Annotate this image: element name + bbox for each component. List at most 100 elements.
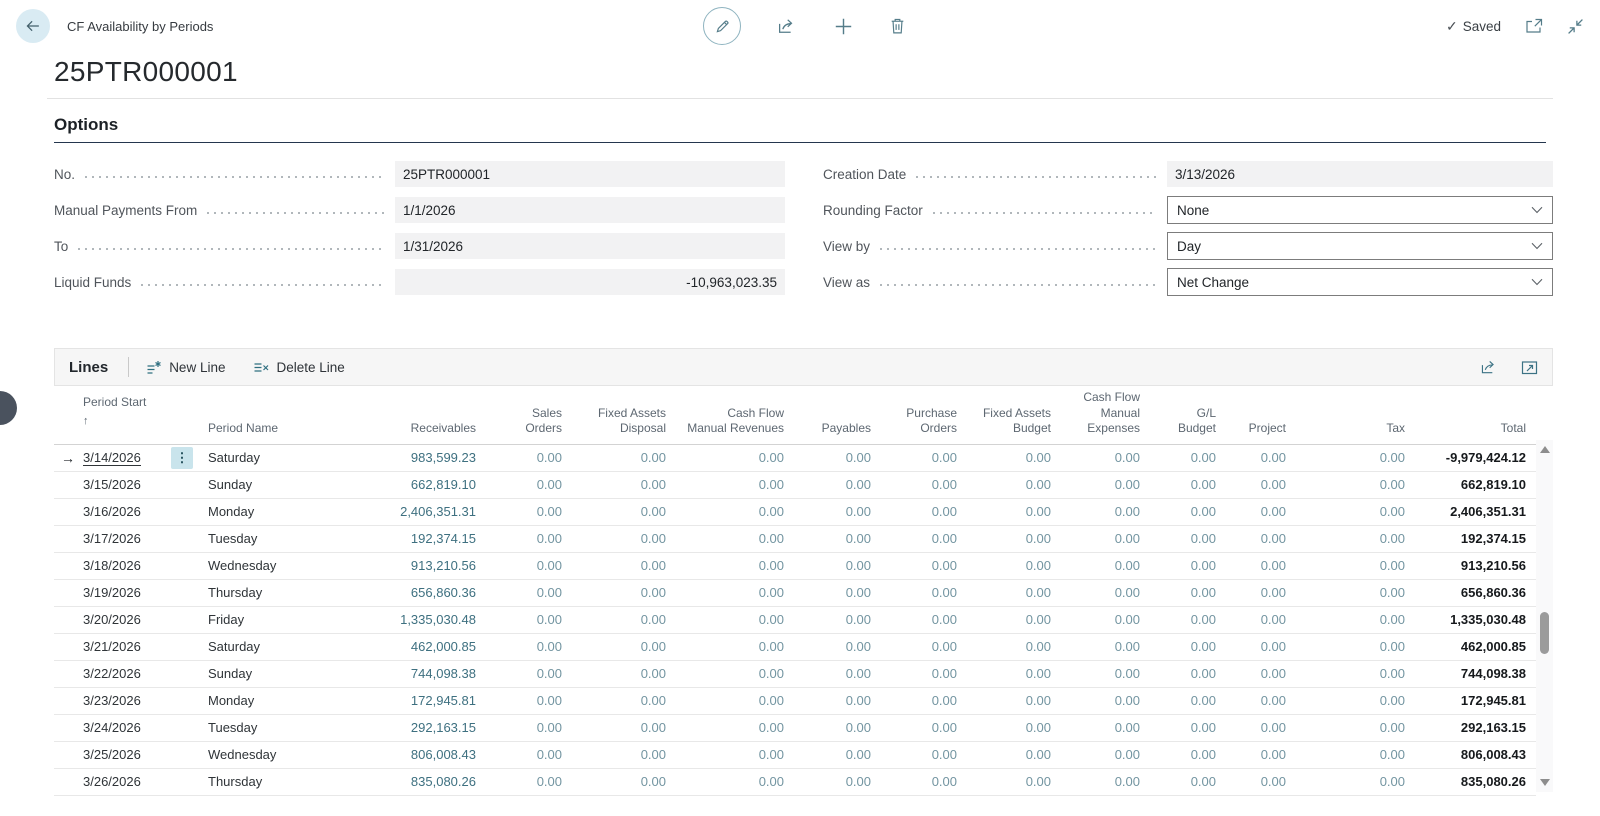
cell-project[interactable]: 0.00 xyxy=(1226,714,1296,741)
cell-g-l-budget[interactable]: 0.00 xyxy=(1150,525,1226,552)
cell-fixed-assets-budget[interactable]: 0.00 xyxy=(967,687,1061,714)
cell-receivables[interactable]: 835,080.26 xyxy=(385,768,486,795)
cell-fixed-assets-disposal[interactable]: 0.00 xyxy=(572,444,676,471)
cell-sales-orders[interactable]: 0.00 xyxy=(486,633,572,660)
scroll-up-icon[interactable] xyxy=(1540,446,1550,453)
delete-line-button[interactable]: Delete Line xyxy=(253,360,344,375)
col-header-tax[interactable]: Tax xyxy=(1296,386,1415,444)
cell-payables[interactable]: 0.00 xyxy=(794,525,881,552)
cell-period-name[interactable]: Monday xyxy=(198,687,385,714)
cell-payables[interactable]: 0.00 xyxy=(794,714,881,741)
table-row[interactable]: 3/18/2026Wednesday913,210.560.000.000.00… xyxy=(54,552,1536,579)
cell-period-start[interactable]: 3/20/2026 xyxy=(82,606,166,633)
col-header-cash-flow-manual-revenues[interactable]: Cash Flow Manual Revenues xyxy=(676,386,794,444)
cell-sales-orders[interactable]: 0.00 xyxy=(486,768,572,795)
cell-period-name[interactable]: Thursday xyxy=(198,579,385,606)
cell-fixed-assets-disposal[interactable]: 0.00 xyxy=(572,768,676,795)
cell-fixed-assets-budget[interactable]: 0.00 xyxy=(967,498,1061,525)
cell-fixed-assets-budget[interactable]: 0.00 xyxy=(967,444,1061,471)
open-in-new-window-button[interactable] xyxy=(1525,18,1543,34)
cell-cash-flow-manual-expenses[interactable]: 0.00 xyxy=(1061,633,1150,660)
table-row[interactable]: 3/25/2026Wednesday806,008.430.000.000.00… xyxy=(54,741,1536,768)
cell-cash-flow-manual-expenses[interactable]: 0.00 xyxy=(1061,471,1150,498)
col-header-fixed-assets-budget[interactable]: Fixed Assets Budget xyxy=(967,386,1061,444)
cell-period-start[interactable]: 3/14/2026 xyxy=(82,444,166,471)
cell-period-start[interactable]: 3/22/2026 xyxy=(82,660,166,687)
cell-tax[interactable]: 0.00 xyxy=(1296,714,1415,741)
cell-fixed-assets-disposal[interactable]: 0.00 xyxy=(572,471,676,498)
cell-cash-flow-manual-revenues[interactable]: 0.00 xyxy=(676,714,794,741)
col-header-project[interactable]: Project xyxy=(1226,386,1296,444)
cell-receivables[interactable]: 172,945.81 xyxy=(385,687,486,714)
cell-cash-flow-manual-expenses[interactable]: 0.00 xyxy=(1061,444,1150,471)
cell-sales-orders[interactable]: 0.00 xyxy=(486,741,572,768)
cell-sales-orders[interactable]: 0.00 xyxy=(486,444,572,471)
cell-receivables[interactable]: 192,374.15 xyxy=(385,525,486,552)
cell-cash-flow-manual-revenues[interactable]: 0.00 xyxy=(676,768,794,795)
cell-period-start[interactable]: 3/23/2026 xyxy=(82,687,166,714)
cell-cash-flow-manual-expenses[interactable]: 0.00 xyxy=(1061,498,1150,525)
cell-purchase-orders[interactable]: 0.00 xyxy=(881,633,967,660)
cell-fixed-assets-disposal[interactable]: 0.00 xyxy=(572,660,676,687)
cell-period-name[interactable]: Friday xyxy=(198,606,385,633)
cell-g-l-budget[interactable]: 0.00 xyxy=(1150,660,1226,687)
col-header-sales-orders[interactable]: Sales Orders xyxy=(486,386,572,444)
cell-g-l-budget[interactable]: 0.00 xyxy=(1150,579,1226,606)
cell-tax[interactable]: 0.00 xyxy=(1296,498,1415,525)
col-selector[interactable] xyxy=(54,386,82,444)
table-row[interactable]: 3/17/2026Tuesday192,374.150.000.000.000.… xyxy=(54,525,1536,552)
cell-tax[interactable]: 0.00 xyxy=(1296,660,1415,687)
cell-tax[interactable]: 0.00 xyxy=(1296,687,1415,714)
cell-period-name[interactable]: Thursday xyxy=(198,768,385,795)
cell-receivables[interactable]: 656,860.36 xyxy=(385,579,486,606)
cell-cash-flow-manual-expenses[interactable]: 0.00 xyxy=(1061,525,1150,552)
cell-g-l-budget[interactable]: 0.00 xyxy=(1150,498,1226,525)
cell-fixed-assets-budget[interactable]: 0.00 xyxy=(967,633,1061,660)
cell-period-name[interactable]: Saturday xyxy=(198,633,385,660)
cell-cash-flow-manual-revenues[interactable]: 0.00 xyxy=(676,444,794,471)
back-button[interactable] xyxy=(16,9,50,43)
cell-project[interactable]: 0.00 xyxy=(1226,579,1296,606)
cell-project[interactable]: 0.00 xyxy=(1226,552,1296,579)
cell-period-start[interactable]: 3/19/2026 xyxy=(82,579,166,606)
col-header-total[interactable]: Total xyxy=(1415,386,1536,444)
cell-g-l-budget[interactable]: 0.00 xyxy=(1150,768,1226,795)
cell-fixed-assets-budget[interactable]: 0.00 xyxy=(967,552,1061,579)
cell-purchase-orders[interactable]: 0.00 xyxy=(881,687,967,714)
cell-g-l-budget[interactable]: 0.00 xyxy=(1150,741,1226,768)
cell-cash-flow-manual-revenues[interactable]: 0.00 xyxy=(676,498,794,525)
field-input[interactable]: 1/31/2026 xyxy=(395,233,785,259)
new-button[interactable] xyxy=(834,17,853,36)
cell-project[interactable]: 0.00 xyxy=(1226,768,1296,795)
cell-purchase-orders[interactable]: 0.00 xyxy=(881,660,967,687)
table-row[interactable]: 3/22/2026Sunday744,098.380.000.000.000.0… xyxy=(54,660,1536,687)
cell-project[interactable]: 0.00 xyxy=(1226,606,1296,633)
col-header-fixed-assets-disposal[interactable]: Fixed Assets Disposal xyxy=(572,386,676,444)
table-row[interactable]: 3/15/2026Sunday662,819.100.000.000.000.0… xyxy=(54,471,1536,498)
cell-period-name[interactable]: Saturday xyxy=(198,444,385,471)
cell-tax[interactable]: 0.00 xyxy=(1296,525,1415,552)
cell-cash-flow-manual-expenses[interactable]: 0.00 xyxy=(1061,768,1150,795)
cell-payables[interactable]: 0.00 xyxy=(794,633,881,660)
delete-button[interactable] xyxy=(889,17,906,35)
cell-fixed-assets-disposal[interactable]: 0.00 xyxy=(572,633,676,660)
cell-period-name[interactable]: Tuesday xyxy=(198,714,385,741)
cell-period-name[interactable]: Wednesday xyxy=(198,741,385,768)
cell-purchase-orders[interactable]: 0.00 xyxy=(881,606,967,633)
cell-cash-flow-manual-revenues[interactable]: 0.00 xyxy=(676,660,794,687)
cell-sales-orders[interactable]: 0.00 xyxy=(486,498,572,525)
cell-payables[interactable]: 0.00 xyxy=(794,687,881,714)
cell-receivables[interactable]: 744,098.38 xyxy=(385,660,486,687)
cell-fixed-assets-disposal[interactable]: 0.00 xyxy=(572,579,676,606)
cell-period-name[interactable]: Sunday xyxy=(198,660,385,687)
cell-payables[interactable]: 0.00 xyxy=(794,741,881,768)
cell-cash-flow-manual-expenses[interactable]: 0.00 xyxy=(1061,741,1150,768)
col-header-receivables[interactable]: Receivables xyxy=(385,386,486,444)
cell-payables[interactable]: 0.00 xyxy=(794,498,881,525)
table-row[interactable]: →3/14/2026⋮Saturday983,599.230.000.000.0… xyxy=(54,444,1536,471)
vertical-scrollbar[interactable] xyxy=(1536,440,1553,792)
cell-sales-orders[interactable]: 0.00 xyxy=(486,552,572,579)
cell-cash-flow-manual-revenues[interactable]: 0.00 xyxy=(676,471,794,498)
cell-fixed-assets-budget[interactable]: 0.00 xyxy=(967,471,1061,498)
cell-period-start[interactable]: 3/17/2026 xyxy=(82,525,166,552)
